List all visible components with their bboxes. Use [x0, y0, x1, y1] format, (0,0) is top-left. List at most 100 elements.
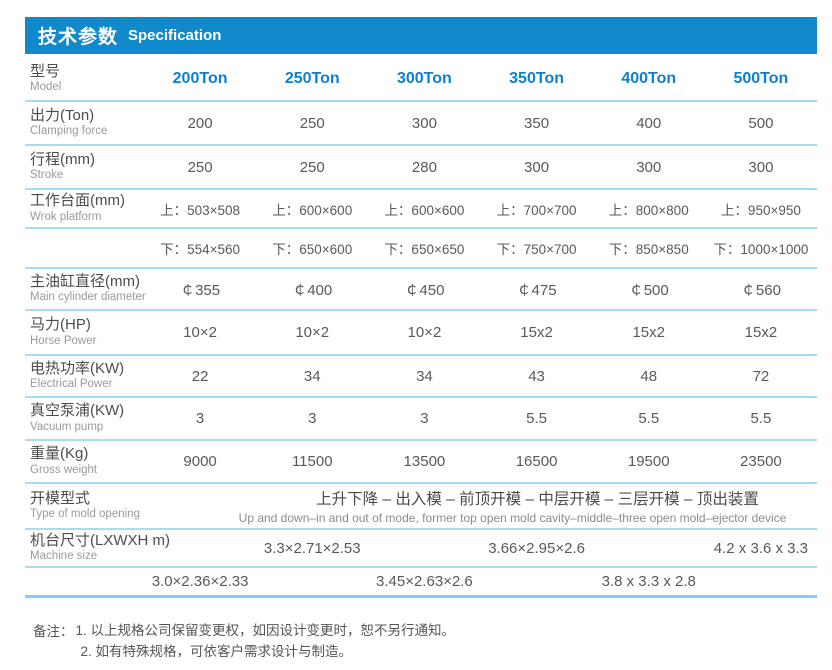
row-label-en: Type of mold opening [30, 508, 140, 521]
value-cell: 上：503×508 [160, 202, 241, 218]
value-cell: 300 [636, 158, 662, 176]
column-header-model-350ton: 350Ton [509, 70, 564, 87]
remark-line-2: 2. 如有特殊规格，可依客户需求设计与制造。 [80, 644, 353, 659]
row-label-vacuum: 真空泵浦(KW) Vacuum pump [25, 402, 144, 435]
value-cell: 43 [528, 367, 545, 385]
value-cell: 500 [748, 114, 774, 132]
row-label-zh: 真空泵浦(KW) [30, 402, 125, 420]
row-label-en: Horse Power [30, 334, 97, 347]
value-cell: 上：950×950 [720, 202, 801, 218]
value-cell: 下：554×560 [160, 242, 241, 257]
row-label-en: Clamping force [30, 125, 108, 138]
value-cell: 5.5 [526, 410, 547, 427]
value-cell: ￠475 [516, 281, 557, 299]
row-label-model: 型号 Model [25, 63, 144, 96]
table-row-mold-opening: 开模型式 Type of mold opening 上升下降 – 出入模 – 前… [25, 484, 817, 530]
spec-table: 型号 Model 200Ton 250Ton 300Ton 350Ton 400… [25, 58, 817, 598]
mold-opening-value-zh: 上升下降 – 出入模 – 前顶开模 – 中层开模 – 三层开模 – 顶出装置 [316, 491, 759, 508]
value-cell: 48 [640, 367, 658, 385]
value-cell: ￠450 [404, 281, 445, 299]
row-label-en: Stroke [30, 169, 64, 182]
row-label-zh: 主油缸直径(mm) [30, 272, 140, 290]
value-cell: 5.5 [750, 410, 772, 427]
table-row-machine-size-2: 3.0×2.36×2.33 3.45×2.63×2.6 3.8 x 3.3 x … [25, 568, 817, 598]
value-cell: 3.45×2.63×2.6 [376, 573, 473, 590]
table-row-work-platform-upper: 工作台面(mm) Wrok platform 上：503×508 上：600×6… [25, 190, 817, 229]
mold-opening-value-en: Up and down–in and out of mode, former t… [238, 511, 787, 525]
value-cell: 10×2 [183, 324, 217, 341]
value-cell: 11500 [291, 453, 333, 470]
section-header-bar: 技术参数 Specification [25, 17, 817, 54]
remarks-section: 备注： 1. 以上规格公司保留变更权，如因设计变更时，恕不另行通知。 2. 如有… [33, 620, 832, 662]
value-cell: ￠355 [180, 281, 221, 299]
remark-line-1: 1. 以上规格公司保留变更权，如因设计变更时，恕不另行通知。 [75, 623, 456, 638]
value-cell: 15x2 [520, 324, 553, 341]
column-header-model-250ton: 250Ton [284, 70, 340, 87]
row-label-en: Vacuum pump [30, 420, 104, 433]
value-cell: 280 [411, 158, 437, 176]
table-row-machine-size-1: 机台尺寸(LXWXH m) Machine size 3.3×2.71×2.53… [25, 530, 817, 568]
row-label-cylinder: 主油缸直径(mm) Main cylinder diameter [25, 272, 146, 306]
row-label-weight: 重量(Kg) Gross weight [25, 445, 144, 478]
section-title-zh: 技术参数 [38, 27, 119, 48]
value-cell: 15x2 [632, 324, 665, 341]
table-row-vacuum-pump: 真空泵浦(KW) Vacuum pump 3 3 3 5.5 5.5 5.5 [25, 398, 817, 441]
value-cell: 3.8 x 3.3 x 2.8 [601, 573, 696, 590]
value-cell: 22 [191, 367, 209, 385]
row-label-stroke: 行程(mm) Stroke [25, 151, 144, 184]
table-row-electrical-power: 电热功率(KW) Electrical Power 22 34 34 43 48… [25, 356, 817, 398]
row-label-zh: 行程(mm) [30, 150, 95, 168]
value-cell: 300 [748, 158, 774, 176]
value-cell: 上：600×600 [272, 202, 353, 218]
value-cell: 3 [420, 410, 429, 427]
value-cell: 上：600×600 [384, 202, 465, 218]
value-cell: 5.5 [638, 410, 660, 427]
column-header-model-500ton: 500Ton [733, 70, 789, 87]
value-cell: ￠560 [740, 281, 781, 299]
value-cell: 3.0×2.36×2.33 [151, 573, 249, 590]
value-cell: 4.2 x 3.6 x 3.3 [713, 539, 809, 557]
value-cell: 下：850×850 [608, 242, 689, 257]
row-label-zh: 工作台面(mm) [30, 192, 125, 210]
row-label-zh: 开模型式 [30, 489, 91, 507]
value-cell: 300 [524, 158, 550, 176]
value-cell: 200 [187, 114, 213, 132]
value-cell: 3.3×2.71×2.53 [263, 539, 361, 557]
value-cell: 72 [752, 367, 770, 385]
value-cell: 下：650×600 [272, 242, 353, 257]
row-label-zh: 重量(Kg) [30, 445, 89, 463]
table-row-main-cylinder: 主油缸直径(mm) Main cylinder diameter ￠355 ￠4… [25, 269, 817, 311]
remarks-lines: 1. 以上规格公司保留变更权，如因设计变更时，恕不另行通知。 2. 如有特殊规格… [76, 620, 456, 662]
value-cell: 上：700×700 [496, 202, 577, 218]
value-cell: 400 [636, 114, 662, 132]
value-cell: 10×2 [295, 324, 330, 341]
row-label-zh: 机台尺寸(LXWXH m) [30, 531, 170, 549]
row-label-zh: 马力(HP) [30, 316, 91, 334]
row-label-en: Model [30, 81, 62, 94]
value-cell: 23500 [740, 453, 782, 470]
row-label-zh: 电热功率(KW) [30, 359, 125, 377]
value-cell: ￠400 [292, 281, 333, 299]
table-row-model: 型号 Model 200Ton 250Ton 300Ton 350Ton 400… [25, 58, 817, 102]
mold-opening-value: 上升下降 – 出入模 – 前顶开模 – 中层开模 – 三层开模 – 顶出装置 U… [144, 487, 817, 525]
column-header-model-400ton: 400Ton [621, 70, 677, 87]
value-cell: 3 [195, 410, 205, 427]
row-label-size: 机台尺寸(LXWXH m) Machine size [25, 531, 170, 565]
row-label-en: Machine size [30, 550, 98, 563]
value-cell: 上：800×800 [608, 202, 689, 218]
column-header-model-300ton: 300Ton [396, 70, 452, 87]
section-title-en: Specification [128, 27, 222, 44]
value-cell: 下：1000×1000 [713, 242, 809, 257]
value-cell: ￠500 [628, 281, 669, 299]
row-label-en: Wrok platform [30, 210, 102, 223]
row-label-zh: 出力(Ton) [30, 106, 95, 124]
value-cell: 250 [299, 158, 325, 176]
row-label-en: Gross weight [30, 463, 98, 476]
table-row-stroke: 行程(mm) Stroke 250 250 280 300 300 300 [25, 146, 817, 190]
value-cell: 34 [303, 367, 321, 385]
row-label-electrical: 电热功率(KW) Electrical Power [25, 360, 144, 393]
value-cell: 下：750×700 [496, 242, 577, 257]
value-cell: 下：650×650 [384, 242, 465, 257]
value-cell: 13500 [403, 453, 446, 470]
